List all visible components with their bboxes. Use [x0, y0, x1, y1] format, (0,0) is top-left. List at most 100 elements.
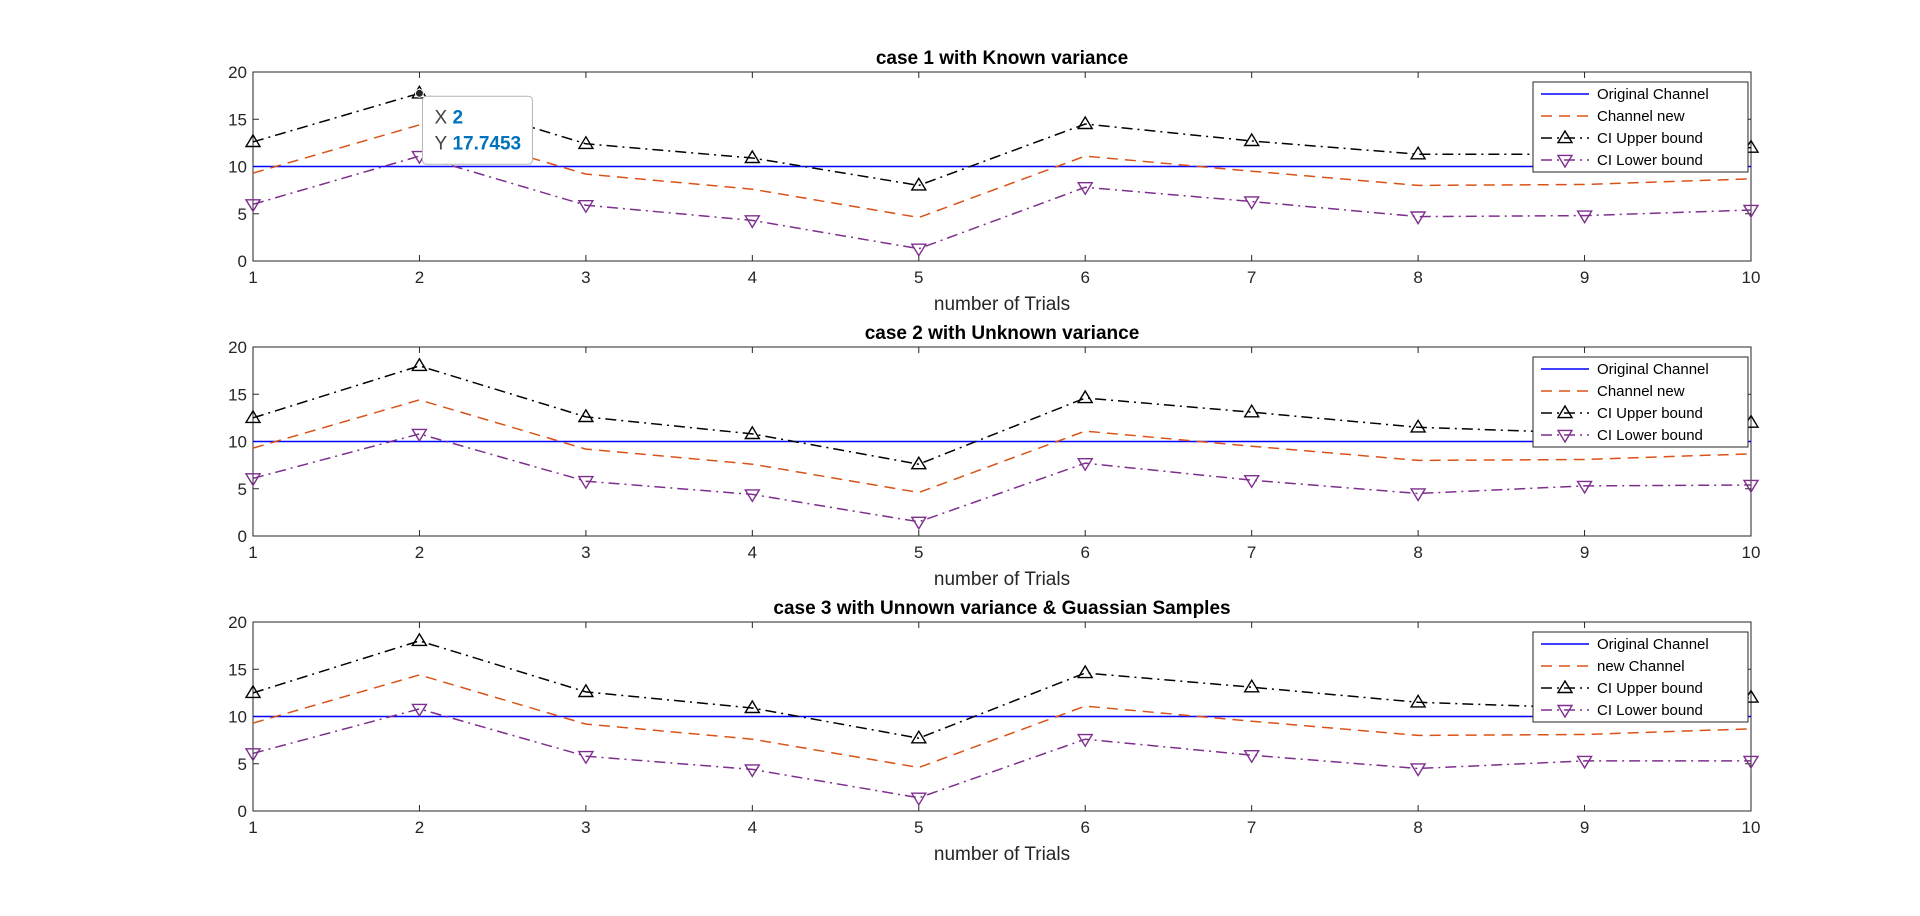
data-point[interactable] [1076, 664, 1094, 679]
data-point[interactable] [1409, 145, 1427, 160]
data-point[interactable] [1076, 389, 1094, 404]
datatip-box [421, 95, 533, 165]
data-point[interactable] [1742, 479, 1760, 494]
legend-item-label: Channel new [1597, 383, 1685, 400]
series-line [252, 433, 1752, 523]
data-point[interactable] [411, 703, 428, 718]
data-point[interactable] [1742, 204, 1760, 219]
data-point[interactable] [1576, 755, 1593, 770]
data-point[interactable] [1243, 750, 1260, 764]
legend-marker [1556, 129, 1574, 144]
x-tick-label: 10 [1742, 543, 1761, 562]
data-point[interactable] [244, 199, 262, 213]
y-tick-label: 0 [238, 802, 247, 821]
y-tick-label: 0 [238, 252, 247, 271]
chart-title: case 1 with Known variance [876, 48, 1128, 69]
y-tick-label: 20 [228, 63, 247, 82]
datatip-point[interactable] [414, 88, 424, 98]
data-point[interactable] [1076, 181, 1094, 196]
data-point[interactable] [1243, 132, 1260, 147]
x-axis-label: number of Trials [934, 569, 1070, 590]
legend-marker [1556, 679, 1574, 694]
legend: Original Channel new Channel CI Upper boun… [1532, 631, 1749, 723]
y-tick-label: 5 [238, 480, 247, 499]
data-point[interactable] [244, 409, 262, 424]
legend-item-label: CI Upper bound [1597, 130, 1703, 147]
legend-item-label: Channel new [1597, 108, 1685, 125]
y-tick-label: 5 [238, 205, 247, 224]
datatip[interactable]: X 2Y 17.7453 [414, 88, 533, 165]
x-tick-label: 9 [1580, 268, 1589, 287]
data-point[interactable] [910, 243, 928, 258]
chart-title: case 3 with Unnown variance & Guassian S… [773, 598, 1230, 619]
series-line [252, 155, 1752, 250]
data-point[interactable] [744, 425, 761, 440]
data-point[interactable] [1409, 211, 1427, 225]
y-tick-label: 5 [238, 755, 247, 774]
data-point[interactable] [1243, 196, 1260, 210]
data-point[interactable] [244, 133, 262, 148]
datatip-y-value: 17.7453 [452, 133, 521, 154]
data-point[interactable] [244, 473, 262, 487]
data-point[interactable] [910, 729, 928, 744]
x-tick-label: 1 [248, 818, 257, 837]
y-tick-label: 10 [228, 708, 247, 727]
data-point[interactable] [1409, 488, 1427, 502]
data-point[interactable] [1243, 475, 1260, 489]
subplot-2: 1 2 3 4 5 6 7 8 9 10 0 5 10 15 20 case 2 with Unknown v… [228, 323, 1760, 590]
data-point[interactable] [244, 684, 262, 699]
x-tick-label: 3 [581, 543, 590, 562]
data-point[interactable] [1409, 763, 1427, 777]
subplot-3: 1 2 3 4 5 6 7 8 9 10 0 5 10 15 20 case 3 with Unnown va… [228, 598, 1760, 865]
legend-item-label: CI Lower bound [1597, 152, 1703, 169]
data-point[interactable] [244, 748, 262, 762]
data-point[interactable] [1076, 115, 1094, 130]
data-point[interactable] [1409, 693, 1427, 708]
y-tick-label: 0 [238, 527, 247, 546]
legend-item-label: Original Channel [1597, 636, 1709, 653]
data-point[interactable] [577, 199, 595, 214]
data-point[interactable] [577, 683, 595, 698]
legend-item-label: CI Upper bound [1597, 405, 1703, 422]
legend-marker [1556, 429, 1574, 444]
data-point[interactable] [411, 357, 428, 372]
data-point[interactable] [577, 750, 595, 765]
legend-marker [1556, 154, 1574, 169]
data-point[interactable] [1576, 210, 1593, 224]
x-tick-label: 4 [748, 268, 757, 287]
data-point[interactable] [744, 489, 761, 503]
data-point[interactable] [577, 408, 595, 423]
data-point[interactable] [910, 455, 928, 470]
x-tick-label: 2 [415, 268, 424, 287]
series-line [252, 365, 1752, 465]
data-point[interactable] [577, 135, 595, 150]
data-point[interactable] [1243, 403, 1260, 418]
data-point[interactable] [1076, 733, 1094, 748]
data-point[interactable] [744, 699, 761, 714]
data-point[interactable] [910, 177, 928, 191]
x-tick-label: 8 [1413, 543, 1422, 562]
y-tick-label: 10 [228, 433, 247, 452]
data-point[interactable] [744, 764, 761, 778]
data-point[interactable] [910, 792, 928, 807]
data-point[interactable] [411, 428, 428, 443]
x-tick-label: 6 [1080, 543, 1089, 562]
x-tick-label: 1 [248, 543, 257, 562]
x-tick-label: 10 [1742, 268, 1761, 287]
data-point[interactable] [910, 516, 928, 531]
data-point[interactable] [411, 632, 428, 647]
data-point[interactable] [1076, 458, 1094, 472]
data-point[interactable] [577, 475, 595, 490]
series-3 [244, 428, 1760, 531]
data-point[interactable] [744, 215, 761, 229]
data-point[interactable] [1576, 480, 1593, 495]
data-point[interactable] [1742, 755, 1760, 770]
legend: Original Channel Channel new CI Upper boun… [1532, 81, 1749, 173]
data-point[interactable] [1409, 418, 1427, 433]
data-point[interactable] [744, 149, 761, 164]
data-point[interactable] [1243, 678, 1260, 693]
x-tick-label: 1 [248, 268, 257, 287]
series-2 [244, 357, 1760, 470]
datatip-x-value: 2 [452, 107, 463, 128]
